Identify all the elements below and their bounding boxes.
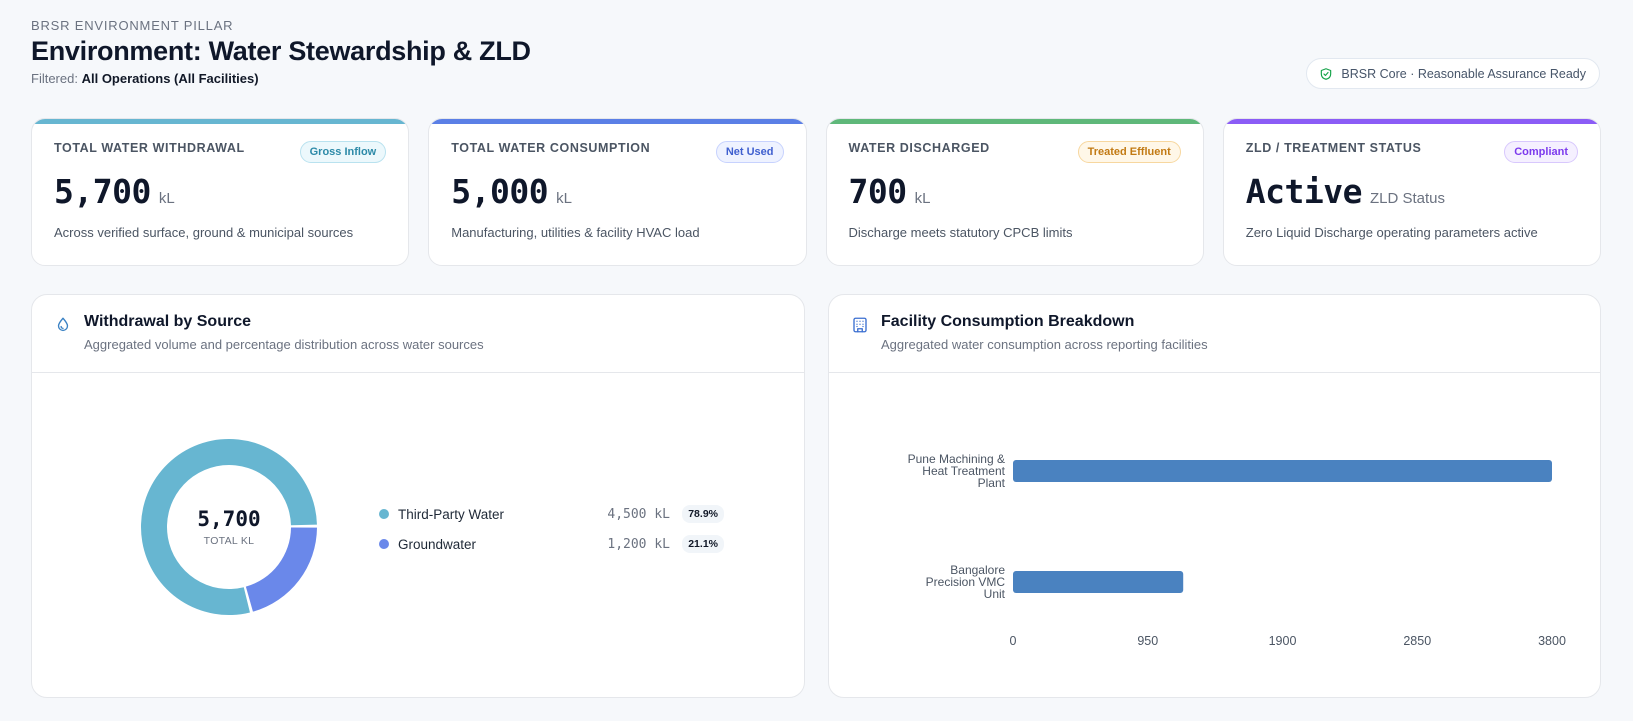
legend-swatch [379, 509, 389, 519]
kpi-label: WATER DISCHARGED [848, 141, 990, 155]
facility-label: Bangalore Precision VMC Unit [926, 563, 1006, 601]
kpi-label: ZLD / TREATMENT STATUS [1245, 141, 1422, 155]
kpi-badge: Gross Inflow [299, 141, 387, 163]
x-tick-label: 3800 [1538, 634, 1566, 648]
facility-label: Pune Machining & Heat Treatment Plant [908, 452, 1006, 490]
panel-subtitle: Aggregated volume and percentage distrib… [84, 337, 484, 352]
legend-label: Third-Party Water [398, 506, 505, 522]
legend-value: 1,200 kL [607, 536, 670, 552]
kpi-card-withdrawal: TOTAL WATER WITHDRAWAL Gross Inflow 5,70… [31, 118, 410, 266]
panel-subtitle: Aggregated water consumption across repo… [881, 337, 1208, 352]
facility-consumption-panel: Facility Consumption Breakdown Aggregate… [828, 294, 1601, 698]
legend-value: 4,500 kL [607, 506, 670, 522]
page-eyebrow: BRSR ENVIRONMENT PILLAR [31, 18, 234, 33]
kpi-description: Across verified surface, ground & munici… [54, 225, 354, 240]
panel-header: Withdrawal by Source Aggregated volume a… [32, 295, 804, 373]
filter-label: Filtered: [31, 71, 78, 86]
kpi-number: 5,000 [451, 172, 549, 211]
kpi-accent-bar [1223, 119, 1600, 124]
kpi-card-consumption: TOTAL WATER CONSUMPTION Net Used 5,000 k… [428, 118, 807, 266]
kpi-unit: kL [556, 190, 572, 207]
source-legend: Third-Party Water 4,500 kL 78.9% Groundw… [379, 499, 724, 559]
donut-center: 5,700 TOTAL KL [139, 437, 319, 617]
kpi-row: TOTAL WATER WITHDRAWAL Gross Inflow 5,70… [31, 118, 1601, 266]
panel-title: Facility Consumption Breakdown [881, 313, 1135, 330]
legend-label: Groundwater [398, 536, 477, 552]
filter-indicator: Filtered: All Operations (All Facilities… [31, 71, 531, 86]
kpi-label: TOTAL WATER CONSUMPTION [451, 141, 651, 155]
x-tick-label: 1900 [1269, 634, 1297, 648]
kpi-number: 5,700 [54, 172, 151, 211]
legend-swatch [379, 539, 389, 549]
page-title: Environment: Water Stewardship & ZLD [31, 36, 531, 66]
x-tick-label: 950 [1137, 634, 1158, 648]
kpi-unit: kL [914, 190, 931, 207]
assurance-badge: BRSR Core · Reasonable Assurance Ready [1306, 58, 1600, 89]
kpi-badge: Treated Effluent [1077, 141, 1181, 163]
panel-title: Withdrawal by Source [84, 313, 251, 330]
kpi-value: 700 kL [849, 172, 1181, 211]
facility-bar[interactable] [1013, 460, 1552, 482]
kpi-description: Manufacturing, utilities & facility HVAC… [451, 225, 700, 240]
filter-value: All Operations (All Facilities) [81, 71, 259, 86]
donut-total-caption: TOTAL KL [203, 535, 255, 547]
kpi-accent-bar [429, 119, 806, 124]
kpi-number: Active [1245, 172, 1363, 211]
legend-percent-badge: 21.1% [682, 535, 724, 553]
facility-bar[interactable] [1013, 571, 1184, 593]
facility-bar-chart: Pune Machining & Heat Treatment Plant Banga… [908, 452, 1566, 648]
withdrawal-by-source-panel: Withdrawal by Source Aggregated volume a… [31, 294, 805, 698]
donut-slice-third-party-water[interactable] [141, 439, 317, 615]
assurance-label: BRSR Core · Reasonable Assurance Ready [1341, 66, 1586, 81]
kpi-number: 700 [848, 172, 908, 211]
kpi-unit: kL [158, 190, 175, 207]
x-tick-label: 0 [1010, 634, 1017, 648]
withdrawal-donut-chart: 5,700 TOTAL KL [139, 437, 319, 617]
kpi-accent-bar [826, 119, 1203, 124]
building-icon [853, 317, 867, 333]
legend-percent-badge: 78.9% [682, 505, 724, 523]
kpi-badge: Net Used [715, 141, 784, 163]
legend-item-third-party-water: Third-Party Water 4,500 kL 78.9% [379, 499, 724, 529]
panel-header: Facility Consumption Breakdown Aggregate… [829, 295, 1600, 373]
kpi-accent-bar [32, 119, 409, 124]
kpi-value: Active ZLD Status [1246, 172, 1578, 211]
page-header: BRSR ENVIRONMENT PILLAR Environment: Wat… [31, 18, 531, 86]
kpi-value: 5,000 kL [451, 172, 783, 211]
donut-total-value: 5,700 [197, 507, 261, 531]
donut-slice-groundwater[interactable] [245, 527, 317, 612]
kpi-description: Zero Liquid Discharge operating paramete… [1245, 225, 1538, 240]
kpi-card-discharged: WATER DISCHARGED Treated Effluent 700 kL… [825, 118, 1204, 266]
water-drop-icon [57, 317, 69, 332]
kpi-unit: ZLD Status [1369, 190, 1445, 207]
kpi-badge: Compliant [1504, 141, 1578, 163]
kpi-card-zld-status: ZLD / TREATMENT STATUS Compliant Active … [1222, 118, 1601, 266]
kpi-label: TOTAL WATER WITHDRAWAL [54, 141, 245, 155]
kpi-value: 5,700 kL [54, 172, 386, 211]
legend-item-groundwater: Groundwater 1,200 kL 21.1% [379, 529, 724, 559]
kpi-description: Discharge meets statutory CPCB limits [848, 225, 1073, 240]
donut-svg [141, 439, 317, 615]
shield-check-icon [1321, 67, 1332, 80]
x-tick-label: 2850 [1403, 634, 1431, 648]
